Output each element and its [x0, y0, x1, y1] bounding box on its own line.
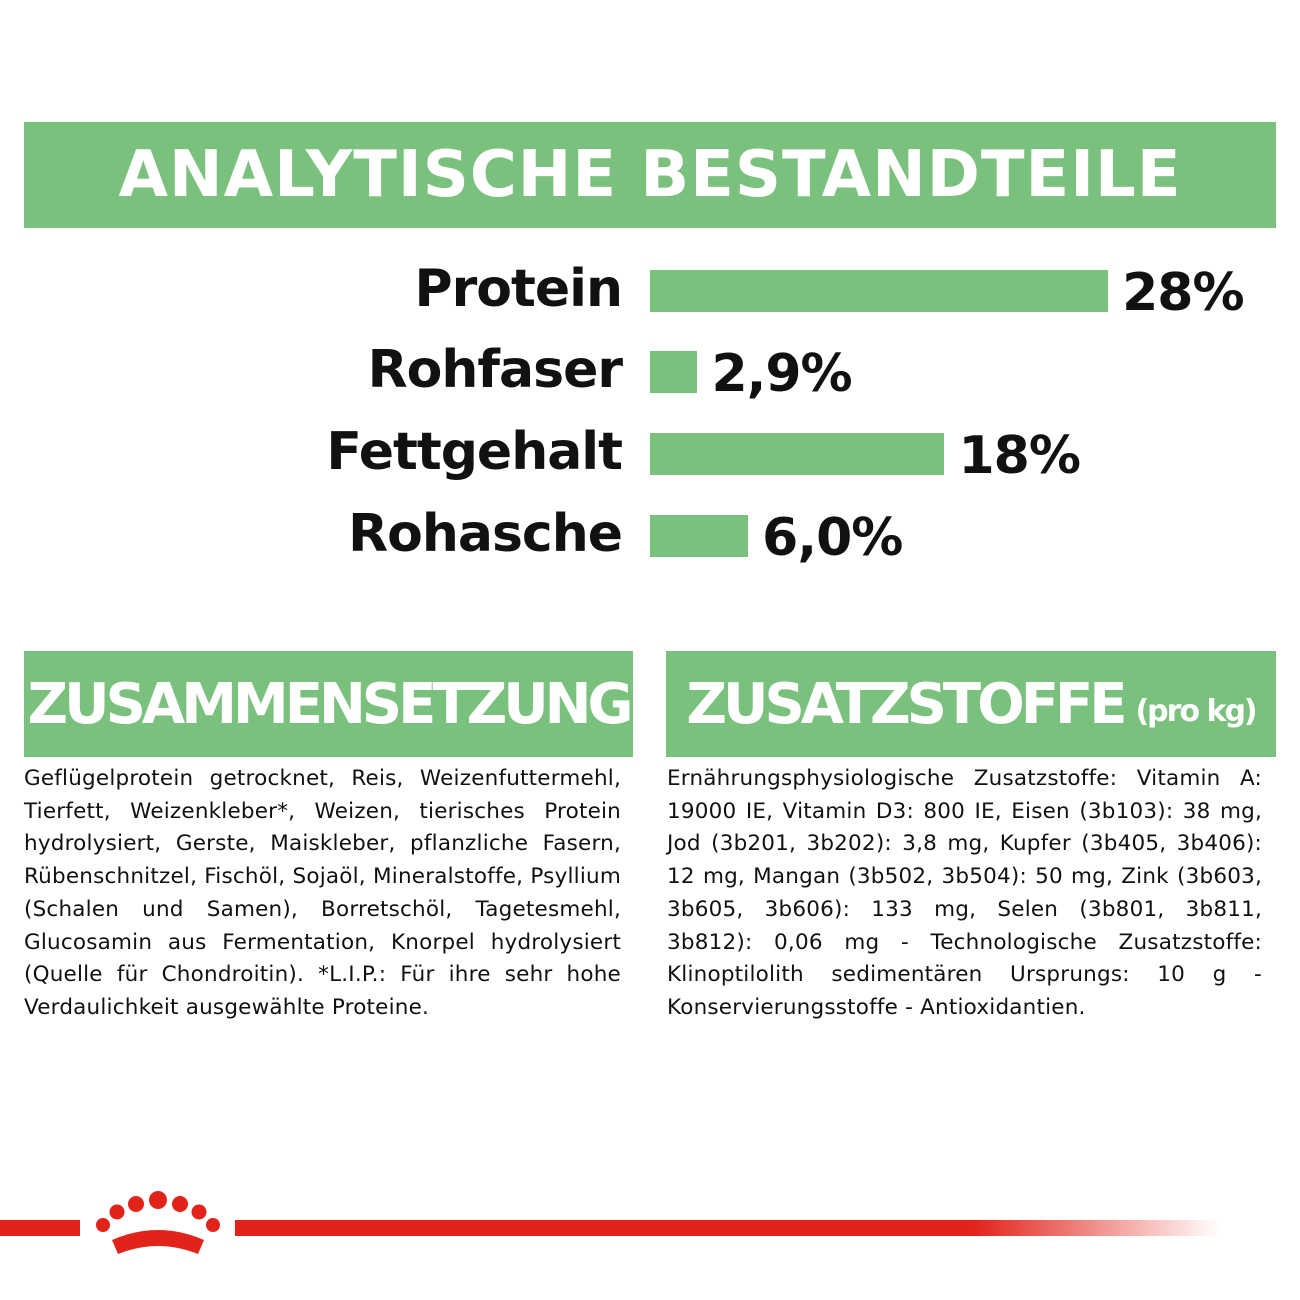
footer-line — [0, 1220, 80, 1236]
category-label: Fettgehalt — [326, 422, 623, 482]
section-title: ZUSAMMENSETZUNG — [27, 671, 633, 737]
logo — [96, 1191, 220, 1254]
value-label: 28% — [1122, 263, 1244, 323]
section-title: ZUSATZSTOFFE — [686, 671, 1127, 737]
footer-line — [235, 1220, 1220, 1236]
footer — [0, 1191, 1220, 1254]
category-label: Rohasche — [348, 504, 623, 564]
title: ANALYTISCHE BESTANDTEILE — [118, 138, 1182, 212]
category-label: Rohfaser — [367, 340, 623, 400]
bar — [650, 433, 945, 475]
value-label: 2,9% — [711, 344, 852, 404]
bar — [650, 515, 749, 557]
value-label: 6,0% — [762, 508, 903, 568]
section-subtitle: (pro kg) — [1135, 693, 1257, 729]
category-label: Protein — [414, 259, 623, 319]
section-band: ZUSATZSTOFFE (pro kg) — [666, 651, 1276, 757]
section-band: ZUSAMMENSETZUNG — [24, 651, 634, 757]
value-label: 18% — [958, 426, 1080, 486]
title-band: ANALYTISCHE BESTANDTEILE — [24, 122, 1276, 228]
bar — [650, 270, 1109, 312]
section-text: Geflügelprotein getrocknet, Reis, Weizen… — [24, 766, 621, 1020]
section-text: Ernährungsphysiologische Zusatzstoffe: V… — [667, 766, 1262, 1020]
bar — [650, 351, 698, 393]
